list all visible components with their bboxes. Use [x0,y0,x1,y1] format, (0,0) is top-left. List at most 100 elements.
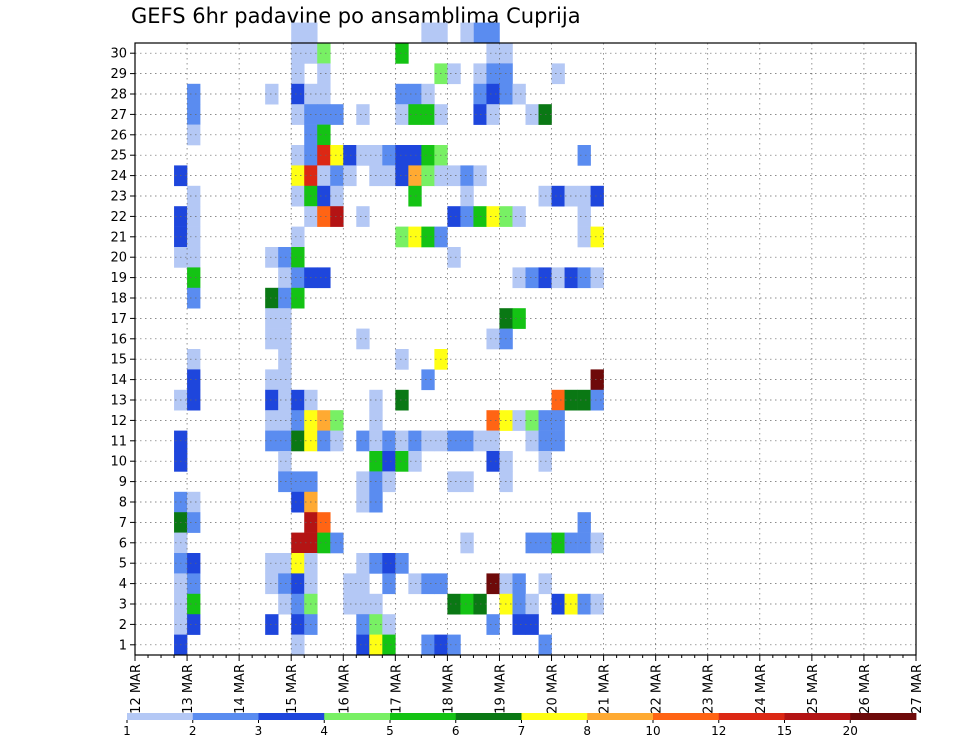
y-tick-label: 7 [119,516,127,531]
heatmap-cell [447,206,461,227]
heatmap-cell [577,185,591,207]
heatmap-cell [447,247,461,268]
heatmap-cell [486,614,500,635]
y-tick-label: 20 [110,251,127,266]
heatmap-cell [486,410,500,431]
heatmap-cell [356,430,370,452]
heatmap-cell [525,410,539,431]
heatmap-cell [577,267,591,289]
x-tick-label: 15 MAR [285,664,300,714]
heatmap-cell [330,532,344,554]
x-tick-label: 27 MAR [910,664,925,714]
heatmap-cell [512,573,526,595]
heatmap-cell [278,553,292,574]
heatmap-cell [187,349,201,370]
heatmap-cell [590,593,604,615]
heatmap-cell [317,267,331,289]
y-tick-label: 3 [119,598,127,613]
heatmap-cell [187,287,201,309]
heatmap-cell [304,22,318,44]
heatmap-cell [187,553,201,574]
heatmap-cell [343,573,357,595]
heatmap-cell [317,430,331,452]
y-tick-label: 23 [110,190,127,205]
heatmap-cell [291,63,305,85]
x-tick-label: 25 MAR [806,664,821,714]
heatmap-cell [265,430,279,452]
heatmap-cell [356,328,370,350]
x-tick-label: 21 MAR [598,664,613,714]
heatmap-cell [278,349,292,370]
heatmap-cell [447,63,461,85]
heatmap-cell [187,83,201,105]
heatmap-cell [382,451,396,472]
heatmap-cell [486,573,500,595]
heatmap-cell [291,532,305,554]
heatmap-cell [551,430,565,452]
heatmap-cell [291,145,305,166]
heatmap-cell [291,247,305,268]
colorbar-label: 5 [386,724,394,738]
colorbar-segment [192,713,259,720]
y-tick-label: 12 [110,414,127,429]
heatmap-cell [512,83,526,105]
colorbar-label: 10 [645,724,660,738]
heatmap-cell [291,410,305,431]
y-tick-label: 18 [110,292,127,307]
heatmap-cell [265,308,279,329]
y-tick-label: 21 [110,230,127,245]
heatmap-cell [551,185,565,207]
heatmap-cell [590,369,604,391]
heatmap-cell [278,267,292,289]
heatmap-cell [447,165,461,187]
y-tick-label: 27 [110,108,127,123]
heatmap-cell [382,145,396,166]
y-tick-label: 29 [110,67,127,82]
heatmap-cell [382,471,396,493]
heatmap-cell [317,104,331,125]
heatmap-cell [278,471,292,493]
colorbar-label: 8 [583,724,591,738]
heatmap-cell [382,614,396,635]
heatmap-cell [525,593,539,615]
heatmap-cell [395,430,409,452]
heatmap-cell [187,491,201,513]
heatmap-cell [291,593,305,615]
heatmap-cell [265,328,279,350]
y-tick-label: 16 [110,332,127,347]
heatmap-cell [278,287,292,309]
heatmap-cell [486,206,500,227]
heatmap-cell [590,185,604,207]
colorbar-label: 1 [123,724,131,738]
x-tick-label: 17 MAR [389,664,404,714]
heatmap-cell [265,287,279,309]
heatmap-cell [187,247,201,268]
x-tick-label: 14 MAR [233,664,248,714]
heatmap-cell [356,593,370,615]
heatmap-cell [317,206,331,227]
x-tick-label: 26 MAR [858,664,873,714]
heatmap-cell [382,634,396,656]
y-tick-label: 22 [110,210,127,225]
heatmap-cell [447,430,461,452]
grid-layer [135,43,916,655]
colorbar-segment [127,713,194,720]
heatmap-cell [486,104,500,125]
heatmap-cell [395,104,409,125]
colorbar-label: 6 [452,724,460,738]
colorbar-label: 2 [189,724,197,738]
heatmap-cell [525,614,539,635]
colorbar-segment [784,713,851,720]
y-tick-label: 26 [110,128,127,143]
heatmap-cell [291,389,305,411]
colorbar-label: 3 [255,724,263,738]
heatmap-cell [460,185,474,207]
heatmap-cell [590,532,604,554]
x-tick-label: 16 MAR [337,664,352,714]
heatmap-cell [577,512,591,533]
chart-title: GEFS 6hr padavine po ansamblima Cuprija [131,4,581,28]
heatmap-cell [291,573,305,595]
heatmap-cell [590,389,604,411]
heatmap-cell [317,532,331,554]
